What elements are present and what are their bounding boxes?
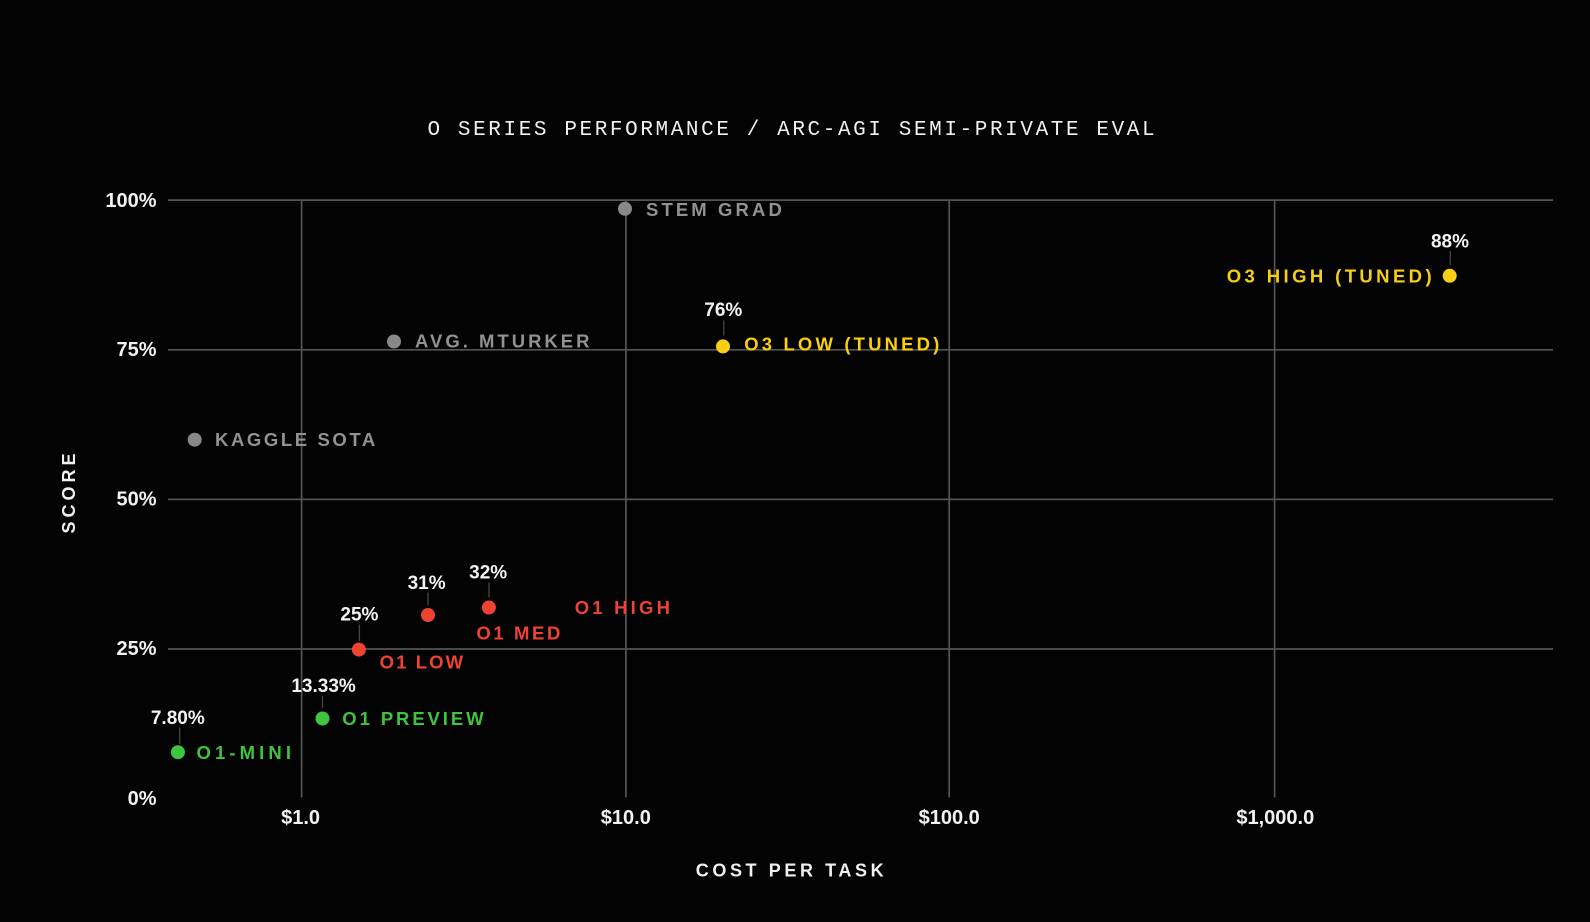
svg-text:50%: 50%: [116, 489, 156, 511]
svg-text:7.80%: 7.80%: [151, 708, 205, 729]
svg-text:88%: 88%: [1431, 231, 1469, 252]
svg-text:75%: 75%: [116, 339, 156, 361]
svg-text:0%: 0%: [128, 788, 157, 810]
svg-text:O1 LOW: O1 LOW: [380, 652, 466, 673]
svg-text:13.33%: 13.33%: [291, 676, 356, 697]
svg-text:25%: 25%: [116, 638, 156, 660]
svg-text:AVG. MTURKER: AVG. MTURKER: [415, 331, 593, 352]
svg-text:32%: 32%: [469, 563, 507, 584]
svg-text:100%: 100%: [105, 190, 156, 212]
svg-text:O1 PREVIEW: O1 PREVIEW: [342, 708, 486, 729]
svg-text:O SERIES PERFORMANCE / ARC-AGI: O SERIES PERFORMANCE / ARC-AGI SEMI-PRIV…: [428, 119, 1158, 142]
svg-text:COST PER TASK: COST PER TASK: [696, 861, 887, 881]
svg-text:25%: 25%: [340, 605, 378, 626]
svg-text:31%: 31%: [408, 573, 446, 594]
svg-text:$1.0: $1.0: [281, 807, 320, 829]
svg-text:KAGGLE SOTA: KAGGLE SOTA: [215, 429, 378, 450]
svg-text:$100.0: $100.0: [919, 807, 980, 829]
svg-text:O1-MINI: O1-MINI: [197, 742, 296, 763]
svg-text:O3 HIGH (TUNED): O3 HIGH (TUNED): [1227, 265, 1435, 286]
svg-text:O3 LOW (TUNED): O3 LOW (TUNED): [744, 334, 942, 355]
svg-text:$1,000.0: $1,000.0: [1236, 807, 1314, 829]
svg-text:SCORE: SCORE: [59, 449, 79, 533]
svg-text:O1 MED: O1 MED: [476, 623, 563, 644]
svg-text:$10.0: $10.0: [601, 807, 651, 829]
svg-text:STEM GRAD: STEM GRAD: [646, 199, 785, 220]
svg-text:O1 HIGH: O1 HIGH: [575, 597, 673, 618]
svg-text:76%: 76%: [704, 300, 742, 321]
